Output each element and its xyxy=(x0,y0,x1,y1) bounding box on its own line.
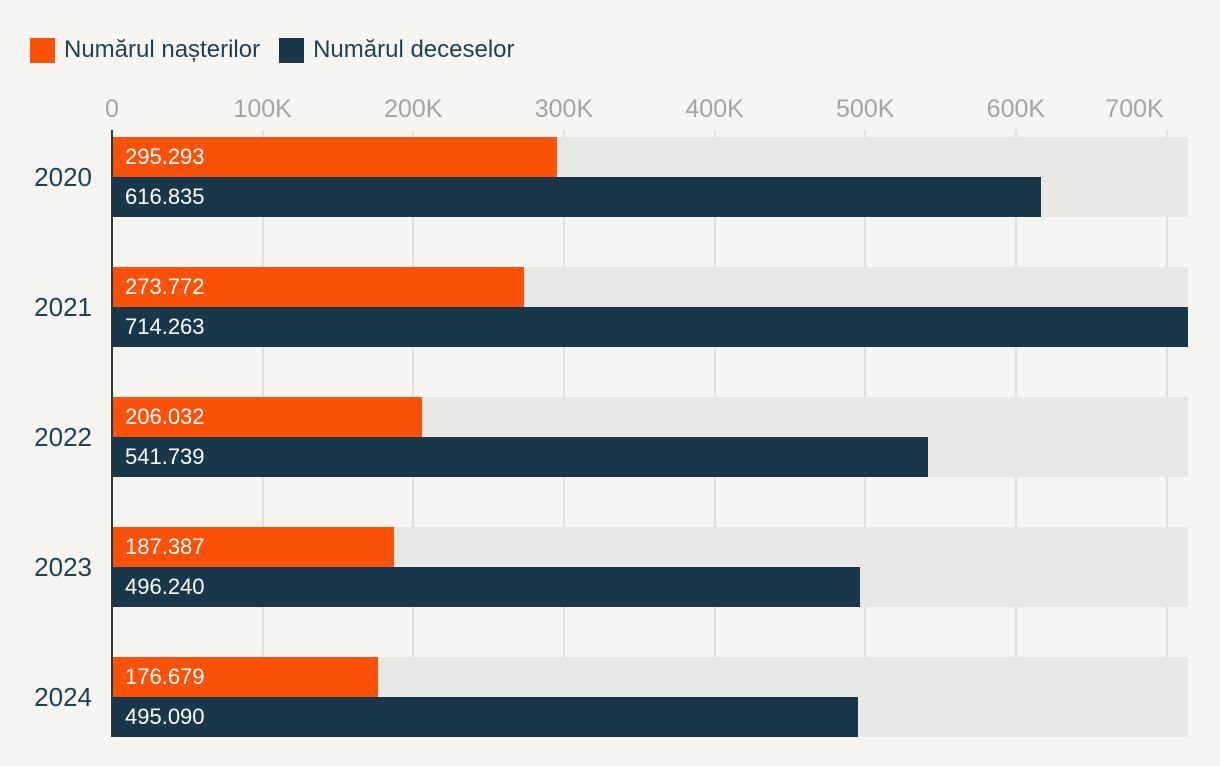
x-tick-label: 500K xyxy=(836,95,895,123)
bar-value-label: 187.387 xyxy=(125,534,205,559)
legend: Numărul nașterilor Numărul deceselor xyxy=(30,36,515,64)
bar-value-label: 714.263 xyxy=(125,314,205,339)
bar-track: 295.293 xyxy=(112,137,1188,177)
bar-track: 176.679 xyxy=(112,657,1188,697)
x-tick-label: 700K xyxy=(1105,95,1164,123)
bar-value-label: 273.772 xyxy=(125,274,205,299)
bar-deaths[interactable]: 496.240 xyxy=(112,567,860,607)
bar-value-label: 541.739 xyxy=(125,444,205,469)
bar-value-label: 496.240 xyxy=(125,574,205,599)
x-axis: 0 100K 200K 300K 400K 500K 600K 700K xyxy=(105,95,1188,127)
bar-deaths[interactable]: 495.090 xyxy=(112,697,858,737)
bar-value-label: 295.293 xyxy=(125,144,205,169)
bar-track: 495.090 xyxy=(112,697,1188,737)
bar-births[interactable]: 295.293 xyxy=(112,137,557,177)
plot-area: 295.293 616.835 273.772 714.263 206.032 541.7… xyxy=(111,130,1188,737)
y-axis-label: 2020 xyxy=(34,162,92,192)
bar-track: 541.739 xyxy=(112,437,1188,477)
bar-track: 616.835 xyxy=(112,177,1188,217)
x-tick-label: 400K xyxy=(685,95,744,123)
bar-births[interactable]: 187.387 xyxy=(112,527,395,567)
bar-group-2022: 206.032 541.739 xyxy=(112,397,1188,477)
legend-item-births[interactable]: Numărul nașterilor xyxy=(30,36,260,64)
bar-births[interactable]: 206.032 xyxy=(112,397,423,437)
legend-swatch-icon xyxy=(30,37,55,63)
bar-track: 714.263 xyxy=(112,307,1188,347)
bar-deaths[interactable]: 541.739 xyxy=(112,437,929,477)
y-axis-label: 2022 xyxy=(34,422,92,452)
bar-group-2024: 176.679 495.090 xyxy=(112,657,1188,737)
bar-group-2021: 273.772 714.263 xyxy=(112,267,1188,347)
bar-births[interactable]: 176.679 xyxy=(112,657,379,697)
y-axis-label: 2021 xyxy=(34,292,92,322)
bar-track: 496.240 xyxy=(112,567,1188,607)
legend-label-births: Numărul nașterilor xyxy=(64,36,261,63)
bar-track: 206.032 xyxy=(112,397,1188,437)
x-tick-label: 300K xyxy=(534,95,594,123)
x-tick-label: 200K xyxy=(384,95,443,123)
legend-label-deaths: Numărul deceselor xyxy=(313,36,515,63)
bar-value-label: 616.835 xyxy=(125,184,205,209)
bar-value-label: 176.679 xyxy=(125,664,205,689)
y-axis-line xyxy=(111,130,113,737)
bar-group-2023: 187.387 496.240 xyxy=(112,527,1188,607)
bar-value-label: 206.032 xyxy=(125,404,205,429)
x-tick-label: 0 xyxy=(105,95,119,123)
x-tick-label: 600K xyxy=(986,95,1046,123)
x-tick-label: 100K xyxy=(233,95,292,123)
bar-deaths[interactable]: 616.835 xyxy=(112,177,1042,217)
bar-value-label: 495.090 xyxy=(125,704,205,729)
y-axis-label: 2024 xyxy=(34,682,92,712)
bar-track: 273.772 xyxy=(112,267,1188,307)
legend-swatch-icon xyxy=(279,37,305,63)
bar-deaths[interactable]: 714.263 xyxy=(112,307,1188,347)
bar-track: 187.387 xyxy=(112,527,1188,567)
y-axis-label: 2023 xyxy=(34,552,92,582)
bar-group-2020: 295.293 616.835 xyxy=(112,137,1188,217)
bar-births[interactable]: 273.772 xyxy=(112,267,525,307)
legend-item-deaths[interactable]: Numărul deceselor xyxy=(279,36,515,64)
